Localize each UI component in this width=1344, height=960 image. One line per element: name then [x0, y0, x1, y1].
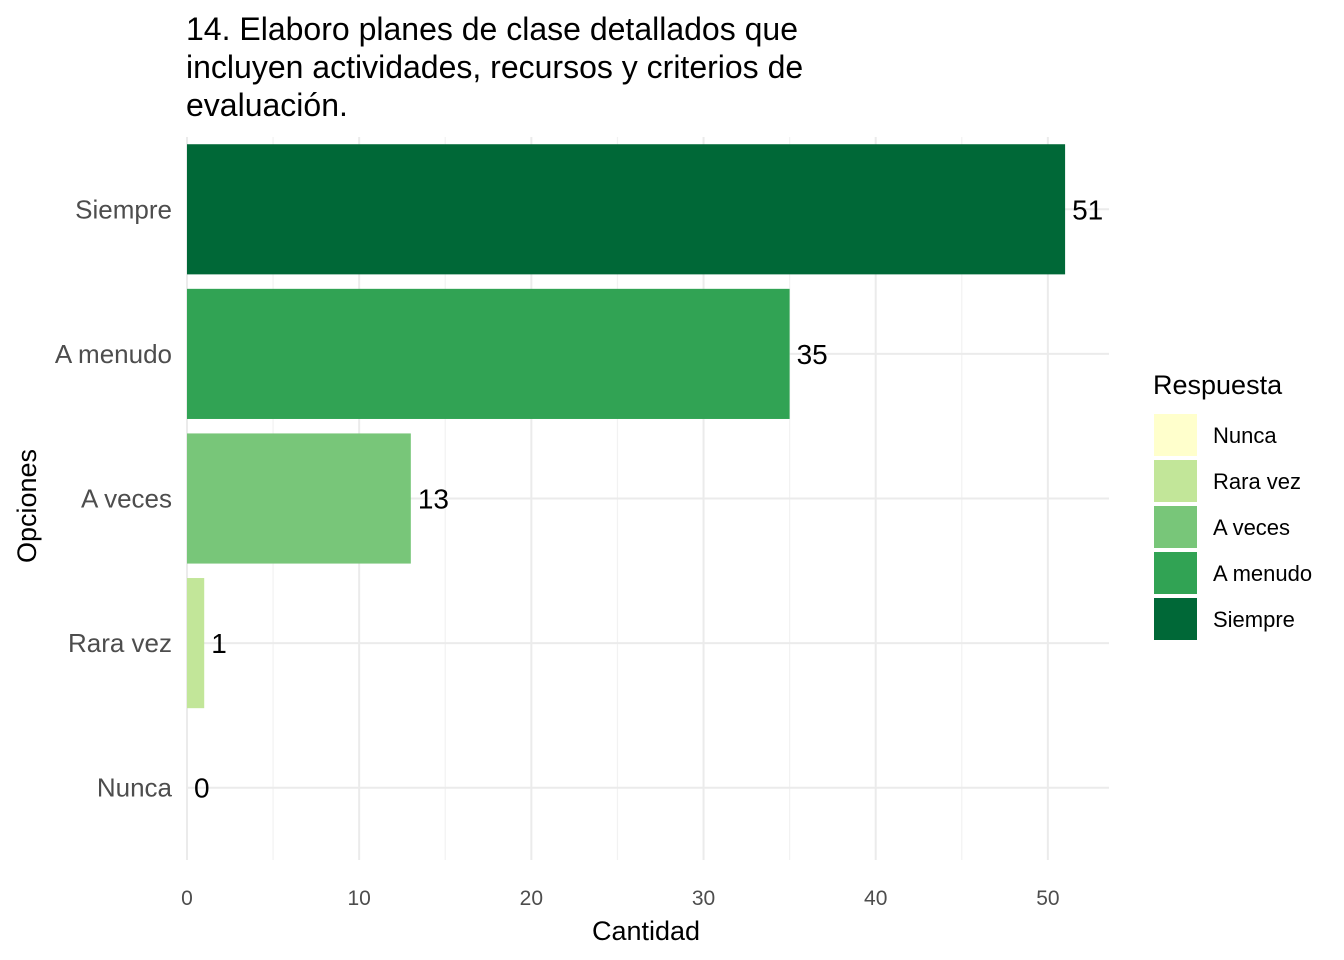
y-axis-title: Opciones	[12, 449, 42, 563]
y-tick-label: Siempre	[75, 194, 172, 224]
y-axis-ticks: Nunca Rara vez A veces A menudo Siempre	[55, 194, 173, 802]
chart-title-line-2: incluyen actividades, recursos y criteri…	[186, 49, 803, 85]
chart-title: 14. Elaboro planes de clase detallados q…	[186, 11, 803, 123]
x-axis-title: Cantidad	[592, 916, 700, 946]
bar-siempre	[187, 144, 1066, 275]
legend-swatch	[1154, 598, 1197, 640]
bar-a-menudo	[187, 288, 790, 419]
bar-a-veces	[187, 433, 411, 564]
legend-swatch	[1154, 460, 1197, 502]
legend-label: Siempre	[1213, 607, 1295, 632]
y-tick-label: Nunca	[97, 773, 173, 803]
legend-swatch	[1154, 414, 1197, 456]
legend-title: Respuesta	[1153, 370, 1283, 400]
data-labels: 0 1 13 35 51	[194, 194, 1103, 803]
legend-label: Nunca	[1213, 423, 1277, 448]
data-label: 35	[797, 339, 828, 370]
chart-title-line-3: evaluación.	[186, 87, 348, 123]
x-axis-ticks: 0 10 20 30 40 50	[181, 887, 1059, 910]
x-tick-label: 40	[864, 887, 887, 910]
legend-label: A menudo	[1213, 561, 1312, 586]
x-tick-label: 0	[181, 887, 193, 910]
legend-label: A veces	[1213, 515, 1290, 540]
bar-rara-vez	[187, 578, 205, 709]
legend-items: Nunca Rara vez A veces A menudo Siempre	[1154, 414, 1312, 640]
x-tick-label: 30	[692, 887, 715, 910]
legend-swatch	[1154, 552, 1197, 594]
x-tick-label: 20	[520, 887, 543, 910]
legend-swatch	[1154, 506, 1197, 548]
data-label: 13	[418, 484, 449, 515]
y-tick-label: A menudo	[55, 339, 172, 369]
data-label: 1	[211, 628, 227, 659]
bars	[187, 144, 1066, 709]
data-label: 0	[194, 773, 210, 804]
x-tick-label: 10	[347, 887, 370, 910]
y-tick-label: Rara vez	[68, 628, 172, 658]
chart-title-line-1: 14. Elaboro planes de clase detallados q…	[186, 11, 798, 47]
y-tick-label: A veces	[81, 484, 172, 514]
legend: Respuesta Nunca Rara vez A veces A menudo Si…	[1153, 370, 1312, 640]
x-tick-label: 50	[1036, 887, 1059, 910]
data-label: 51	[1072, 194, 1103, 225]
legend-label: Rara vez	[1213, 469, 1301, 494]
